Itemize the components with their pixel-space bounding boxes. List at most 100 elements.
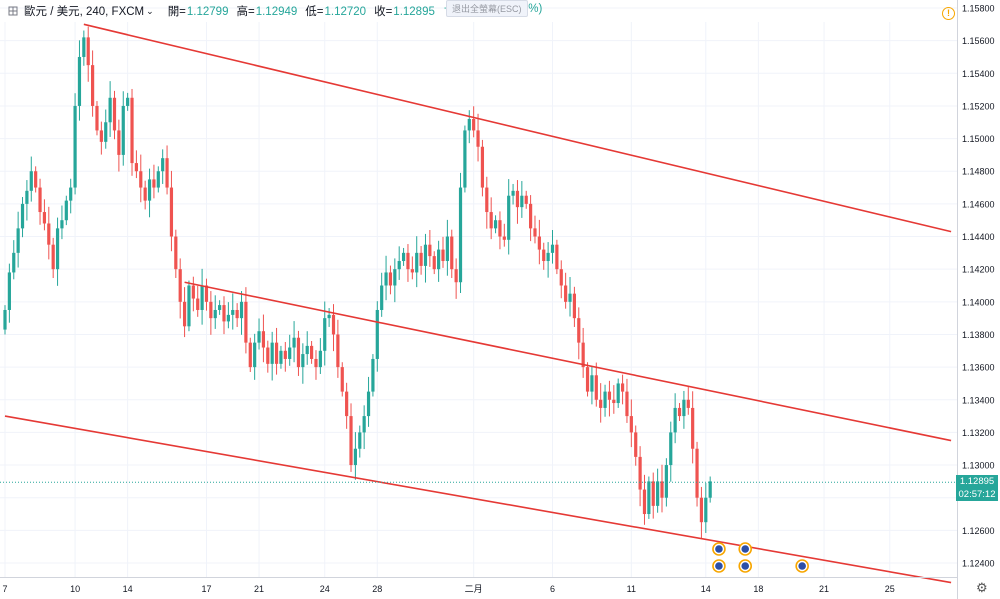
candle-down [209, 301, 213, 319]
candle-up [292, 337, 296, 348]
candle-up [104, 122, 108, 142]
price-tick-label: 1.13600 [962, 363, 995, 373]
candle-down [419, 252, 423, 266]
price-tick-label: 1.15400 [962, 69, 995, 79]
candle-up [305, 345, 309, 355]
time-tick-label: 21 [819, 584, 829, 594]
candle-up [511, 190, 515, 196]
candle-up [239, 301, 244, 319]
candle-up [126, 97, 130, 106]
candle-down [331, 314, 336, 335]
candle-down [139, 171, 143, 188]
low-label: 低= [305, 6, 324, 18]
candle-up [55, 228, 60, 270]
candle-down [34, 171, 38, 188]
candle-down [428, 244, 432, 257]
candle-up [12, 252, 16, 273]
symbol-selector[interactable]: 歐元 / 美元, 240, FXCM ⌄ [8, 3, 154, 19]
chart-type-icon[interactable] [8, 6, 18, 16]
candle-down [515, 190, 520, 208]
candle-down [581, 342, 585, 368]
time-tick-label: 17 [201, 584, 211, 594]
price-tick-label: 1.12600 [962, 526, 995, 536]
candle-up [647, 481, 651, 515]
candle-down [296, 337, 301, 368]
candle-up [213, 309, 217, 319]
trendline[interactable] [4, 415, 952, 584]
candle-up [437, 249, 441, 270]
candle-up [393, 269, 397, 286]
time-tick-label: 24 [320, 584, 330, 594]
flag-dot [798, 562, 806, 570]
candle-up [616, 383, 620, 404]
candle-up [323, 318, 327, 351]
candle-down [266, 347, 270, 364]
candle-down [651, 481, 655, 506]
flag-dot [741, 545, 750, 553]
close-label: 收= [374, 6, 393, 18]
candle-up [366, 391, 371, 417]
candle-down [441, 249, 445, 262]
time-tick-label: 11 [627, 584, 636, 594]
chevron-down-icon[interactable]: ⌄ [146, 5, 154, 16]
warning-icon[interactable]: ! [942, 7, 955, 20]
candle-down [130, 97, 134, 164]
exit-fullscreen-tooltip[interactable]: 退出全螢幕(ESC) [446, 0, 528, 17]
price-tick-label: 1.15600 [962, 36, 995, 46]
flag-dot [715, 545, 723, 553]
candle-down [143, 187, 147, 201]
candle-up [550, 244, 555, 253]
trendline[interactable] [83, 23, 952, 233]
candle-up [380, 285, 384, 310]
symbol-label[interactable]: 歐元 / 美元, 240, FXCM [24, 6, 145, 18]
candle-up [82, 37, 86, 57]
flag-dot [715, 562, 723, 570]
candle-down [450, 236, 454, 270]
candle-up [187, 285, 191, 327]
candle-down [42, 212, 47, 224]
candle-up [121, 105, 125, 155]
candle-up [318, 350, 322, 368]
price-tick-label: 1.14800 [962, 167, 995, 177]
candle-down [410, 269, 414, 273]
candle-down [47, 223, 51, 245]
candle-down [480, 146, 485, 188]
candle-down [38, 187, 42, 213]
candle-up [147, 179, 152, 201]
candle-up [73, 105, 77, 188]
candle-down [629, 416, 633, 433]
candle-down [555, 244, 559, 270]
candle-down [533, 228, 537, 237]
high-label: 高= [236, 6, 255, 18]
candle-down [599, 399, 603, 408]
time-tick-label: 28 [372, 584, 382, 594]
candle-down [638, 456, 642, 490]
time-tick-label: 18 [753, 584, 763, 594]
candle-up [69, 187, 73, 201]
candle-up [29, 171, 33, 191]
price-tick-label: 1.14400 [962, 232, 995, 242]
candle-up [375, 309, 379, 359]
candle-down [86, 37, 90, 66]
candle-down [191, 285, 195, 299]
candle-up [423, 244, 428, 266]
time-tick-label: 21 [254, 584, 264, 594]
candle-down [112, 97, 117, 131]
candle-up [60, 220, 64, 229]
candle-up [20, 203, 25, 229]
low-value: 1.12720 [324, 6, 367, 18]
candle-up [25, 190, 29, 204]
candle-up [161, 158, 165, 172]
time-axis[interactable]: 7 10 14 17 21 24 28 二月 6 11 14 18 21 25 [2, 584, 894, 594]
candle-up [458, 187, 463, 283]
trendline[interactable] [184, 281, 952, 442]
candle-down [345, 391, 349, 417]
settings-gear-icon[interactable]: ⚙ [976, 580, 988, 595]
candle-down [577, 318, 581, 343]
candle-up [520, 195, 524, 208]
bar-countdown-tag: 02:57:12 [956, 488, 998, 502]
candle-up [200, 285, 204, 310]
candle-down [454, 269, 458, 283]
candle-up [682, 399, 686, 417]
